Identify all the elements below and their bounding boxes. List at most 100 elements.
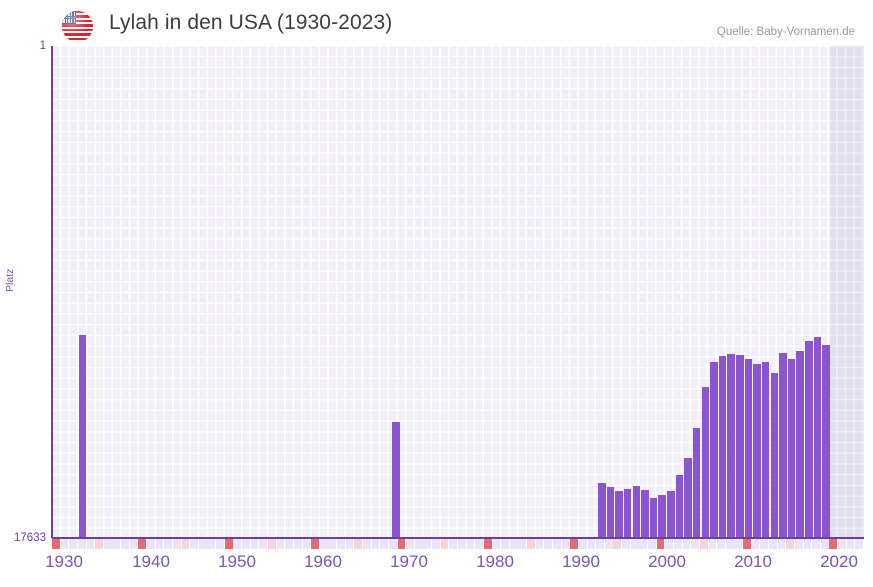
year-tick xyxy=(207,539,216,549)
year-tick xyxy=(380,539,388,549)
year-tick xyxy=(777,539,786,549)
year-tick xyxy=(768,539,777,549)
year-tick xyxy=(820,539,829,549)
bar[interactable] xyxy=(78,335,87,538)
year-tick xyxy=(337,539,345,549)
bar[interactable] xyxy=(623,489,632,538)
bar[interactable] xyxy=(718,356,727,538)
decade-tick xyxy=(829,539,838,549)
chart-header: Lylah in den USA (1930-2023) Quelle: Bab… xyxy=(0,0,873,46)
year-tick xyxy=(717,539,725,549)
year-tick xyxy=(648,539,656,549)
bar[interactable] xyxy=(753,364,761,538)
decade-tick xyxy=(656,539,665,549)
bar[interactable] xyxy=(701,387,710,538)
year-tick xyxy=(121,539,129,549)
year-tick xyxy=(725,539,734,549)
year-tick xyxy=(466,539,475,549)
decade-tick xyxy=(483,539,492,549)
bar[interactable] xyxy=(632,486,641,538)
year-tick xyxy=(665,539,674,549)
bar[interactable] xyxy=(822,345,830,538)
y-tick-bottom-label: 17633 xyxy=(14,532,46,544)
year-tick xyxy=(578,539,587,549)
year-tick xyxy=(328,539,337,549)
x-tick-label: 2000 xyxy=(648,552,686,571)
year-tick xyxy=(293,539,302,549)
year-tick xyxy=(233,539,242,549)
bar[interactable] xyxy=(736,355,744,538)
bar[interactable] xyxy=(675,475,684,538)
bar[interactable] xyxy=(787,359,796,538)
year-tick xyxy=(440,539,449,549)
decade-tick xyxy=(397,539,406,549)
year-tick xyxy=(518,539,527,549)
bar[interactable] xyxy=(692,428,701,538)
bar[interactable] xyxy=(392,422,400,538)
year-tick xyxy=(527,539,535,549)
bar[interactable] xyxy=(649,498,658,538)
bar[interactable] xyxy=(813,337,822,538)
year-tick xyxy=(587,539,596,549)
x-tick-label: 1980 xyxy=(476,552,514,571)
year-tick xyxy=(345,539,354,549)
decade-tick xyxy=(743,539,751,549)
plot-area xyxy=(52,46,864,538)
year-tick xyxy=(544,539,553,549)
x-tick-label: 2010 xyxy=(734,552,772,571)
y-tick-top-label: 1 xyxy=(39,40,46,52)
x-axis-tick-band xyxy=(52,539,864,549)
decade-tick xyxy=(570,539,579,549)
us-flag-circle-icon xyxy=(62,11,93,42)
bar[interactable] xyxy=(796,351,804,538)
bar[interactable] xyxy=(727,354,735,538)
year-tick xyxy=(362,539,371,549)
bar[interactable] xyxy=(805,341,813,538)
bar[interactable] xyxy=(779,353,787,538)
bar[interactable] xyxy=(744,359,753,538)
year-tick xyxy=(319,539,328,549)
year-tick xyxy=(172,539,181,549)
year-tick xyxy=(794,539,803,549)
year-tick xyxy=(250,539,259,549)
year-tick xyxy=(561,539,570,549)
year-tick xyxy=(553,539,561,549)
year-tick xyxy=(630,539,639,549)
bar[interactable] xyxy=(667,491,675,538)
year-tick xyxy=(838,539,846,549)
year-tick xyxy=(285,539,293,549)
year-tick xyxy=(354,539,363,549)
bar[interactable] xyxy=(606,487,615,538)
year-tick xyxy=(604,539,613,549)
year-tick xyxy=(155,539,164,549)
year-tick xyxy=(673,539,682,549)
y-axis-title: Platz xyxy=(4,268,16,292)
year-tick xyxy=(164,539,173,549)
x-tick-label: 1950 xyxy=(218,552,256,571)
year-tick xyxy=(751,539,760,549)
year-tick xyxy=(682,539,691,549)
x-tick-label: 1930 xyxy=(45,552,83,571)
year-tick xyxy=(613,539,622,549)
year-tick xyxy=(181,539,190,549)
bar[interactable] xyxy=(658,495,666,538)
bar[interactable] xyxy=(598,483,606,538)
bar[interactable] xyxy=(684,458,692,538)
bar[interactable] xyxy=(770,373,779,538)
bar[interactable] xyxy=(615,491,623,538)
bar[interactable] xyxy=(641,490,649,538)
bar[interactable] xyxy=(710,362,718,538)
year-tick xyxy=(190,539,198,549)
year-tick xyxy=(699,539,708,549)
year-tick xyxy=(276,539,285,549)
year-tick xyxy=(501,539,509,549)
year-tick xyxy=(69,539,77,549)
bar[interactable] xyxy=(761,362,770,538)
flag-stripes xyxy=(62,11,93,42)
year-tick xyxy=(103,539,112,549)
year-tick xyxy=(708,539,717,549)
year-tick xyxy=(803,539,812,549)
year-tick xyxy=(259,539,268,549)
bar-series xyxy=(52,46,864,538)
